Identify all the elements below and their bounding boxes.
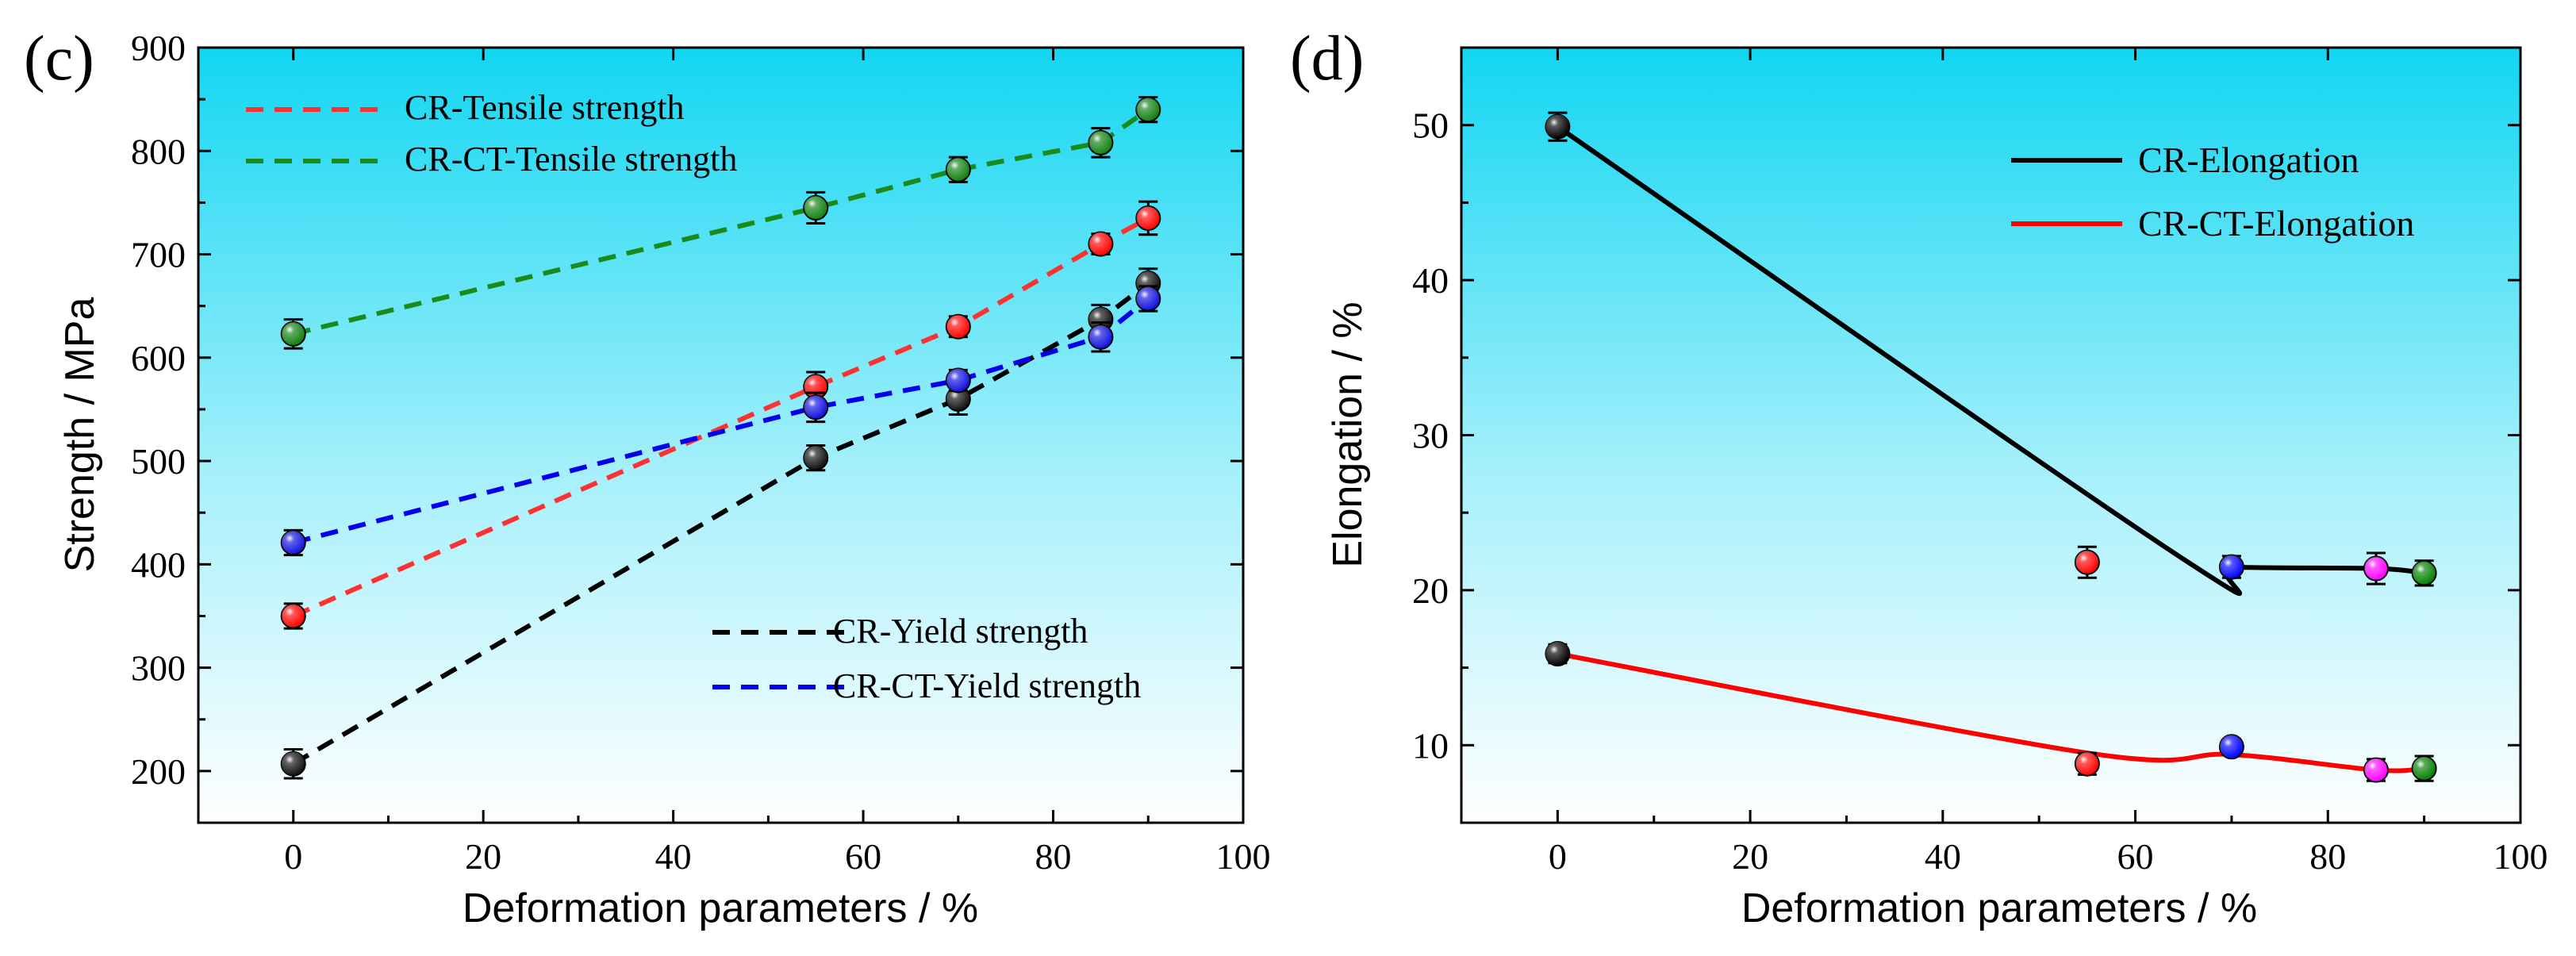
panel-d-legend: CR-Elongation CR-CT-Elongation	[2011, 140, 2414, 244]
panel-c: 0 20 40 60 80 100 200 300 400 500 600 700 800 900 (c)…	[24, 24, 1271, 931]
panel-c-legend-bottom: CR-Yield strength CR-CT-Yield strength	[712, 612, 1141, 705]
legend-label-crct-yield: CR-CT-Yield strength	[833, 666, 1141, 705]
data-point-shine	[1545, 642, 1570, 666]
data-point-shine	[946, 157, 970, 182]
series-line-cr-ct-yield-strength	[292, 297, 1150, 545]
data-point-shine	[804, 446, 828, 470]
legend-label-cr-elongation: CR-Elongation	[2138, 140, 2359, 180]
data-point-shine	[281, 604, 305, 628]
panel-c-legend-top: CR-Tensile strength CR-CT-Tensile streng…	[246, 88, 737, 179]
data-point-shine	[2075, 550, 2099, 574]
panel-d-xtick-label: 40	[1925, 836, 1961, 877]
panel-d-xlabel: Deformation parameters / %	[1741, 885, 2257, 931]
panel-d-ylabel: Elongation / %	[1325, 301, 1371, 567]
data-point-shine	[946, 368, 970, 393]
panel-d: 0 20 40 60 80 100 10 20 30 40 50 (d) Deformation p…	[1290, 24, 2548, 931]
panel-c-plot-area	[197, 46, 1245, 824]
panel-d-xtick-label: 100	[2493, 836, 2548, 877]
data-point-shine	[281, 321, 305, 346]
data-point-shine	[1088, 307, 1113, 332]
data-point-shine	[2412, 756, 2436, 781]
panel-d-ytick-label: 10	[1412, 725, 1449, 766]
data-point-shine	[804, 195, 828, 220]
panel-c-xtick-label: 20	[465, 836, 501, 877]
panel-c-ytick-label: 500	[131, 441, 186, 482]
panel-d-ytick-label: 50	[1412, 106, 1449, 146]
panel-d-ytick-label: 20	[1412, 570, 1449, 611]
panel-d-xtick-label: 80	[2309, 836, 2346, 877]
data-point-shine	[2412, 561, 2436, 586]
data-point-shine	[946, 386, 970, 411]
panel-d-xtick-label: 0	[1549, 836, 1567, 877]
panel-c-xtick-label: 0	[284, 836, 302, 877]
panel-c-ytick-label: 600	[131, 338, 186, 378]
panel-c-xtick-label: 40	[655, 836, 692, 877]
data-point-shine	[1088, 232, 1113, 256]
panel-d-xtick-label: 20	[1732, 836, 1768, 877]
data-point-shine	[2219, 555, 2244, 579]
panel-c-ytick-label: 800	[131, 131, 186, 171]
legend-label-crct-tensile: CR-CT-Tensile strength	[405, 140, 737, 179]
panel-c-ytick-label: 700	[131, 235, 186, 275]
panel-c-ytick-label: 400	[131, 544, 186, 585]
legend-label-cr-yield: CR-Yield strength	[833, 612, 1088, 651]
panel-c-ylabel: Strength / MPa	[57, 298, 103, 573]
data-point-shine	[2219, 735, 2244, 759]
series-line-cr-elongation	[1556, 125, 2424, 597]
panel-c-xlabel: Deformation parameters / %	[463, 885, 978, 931]
data-point-shine	[804, 395, 828, 420]
legend-label-crct-elongation: CR-CT-Elongation	[2138, 203, 2414, 244]
data-point-shine	[1545, 114, 1570, 139]
panel-d-label: (d)	[1290, 24, 1364, 94]
panel-c-ytick-label: 200	[131, 751, 186, 792]
data-point-shine	[2363, 556, 2388, 581]
data-point-shine	[1136, 98, 1161, 122]
data-point-shine	[1088, 130, 1113, 155]
data-point-shine	[1136, 286, 1161, 311]
panel-d-ytick-label: 30	[1412, 416, 1449, 456]
series-line-cr-ct-tensile-strength	[293, 107, 1150, 336]
panel-d-plot-area	[1460, 46, 2522, 824]
panel-d-ytick-label: 40	[1412, 260, 1449, 301]
panel-c-ytick-label: 300	[131, 648, 186, 689]
data-point-shine	[2075, 751, 2099, 776]
panel-c-xtick-label: 80	[1035, 836, 1072, 877]
panel-c-label: (c)	[24, 24, 94, 94]
panel-c-xtick-label: 60	[845, 836, 881, 877]
legend-label-cr-tensile: CR-Tensile strength	[405, 88, 685, 127]
data-point-shine	[1136, 205, 1161, 230]
data-point-shine	[2363, 758, 2388, 782]
data-point-shine	[281, 530, 305, 555]
panel-c-xtick-label: 100	[1216, 836, 1271, 877]
data-point-shine	[946, 314, 970, 339]
panel-c-ytick-label: 900	[131, 28, 186, 68]
data-point-shine	[1088, 324, 1113, 349]
data-point-shine	[281, 751, 305, 776]
panel-d-xtick-label: 60	[2117, 836, 2154, 877]
